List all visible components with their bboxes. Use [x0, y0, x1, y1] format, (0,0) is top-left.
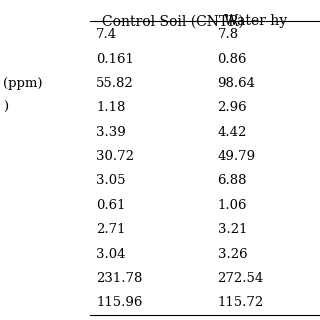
Text: (ppm): (ppm) — [3, 77, 43, 90]
Text: 3.26: 3.26 — [218, 248, 247, 261]
Text: 1.18: 1.18 — [96, 101, 125, 114]
Text: 55.82: 55.82 — [96, 77, 134, 90]
Text: 231.78: 231.78 — [96, 272, 142, 285]
Text: 1.06: 1.06 — [218, 199, 247, 212]
Text: 4.42: 4.42 — [218, 126, 247, 139]
Text: 115.72: 115.72 — [218, 297, 264, 309]
Text: ): ) — [3, 101, 8, 114]
Text: 2.96: 2.96 — [218, 101, 247, 114]
Text: 3.05: 3.05 — [96, 174, 125, 188]
Text: 98.64: 98.64 — [218, 77, 256, 90]
Text: Water hy: Water hy — [224, 14, 287, 28]
Text: 3.39: 3.39 — [96, 126, 126, 139]
Text: 49.79: 49.79 — [218, 150, 256, 163]
Text: 3.04: 3.04 — [96, 248, 125, 261]
Text: 7.8: 7.8 — [218, 28, 239, 41]
Text: 115.96: 115.96 — [96, 297, 142, 309]
Text: Control Soil (CNTR): Control Soil (CNTR) — [102, 14, 244, 28]
Text: 0.61: 0.61 — [96, 199, 125, 212]
Text: 30.72: 30.72 — [96, 150, 134, 163]
Text: 0.86: 0.86 — [218, 52, 247, 66]
Text: 3.21: 3.21 — [218, 223, 247, 236]
Text: 272.54: 272.54 — [218, 272, 264, 285]
Text: 7.4: 7.4 — [96, 28, 117, 41]
Text: 6.88: 6.88 — [218, 174, 247, 188]
Text: 0.161: 0.161 — [96, 52, 134, 66]
Text: 2.71: 2.71 — [96, 223, 125, 236]
